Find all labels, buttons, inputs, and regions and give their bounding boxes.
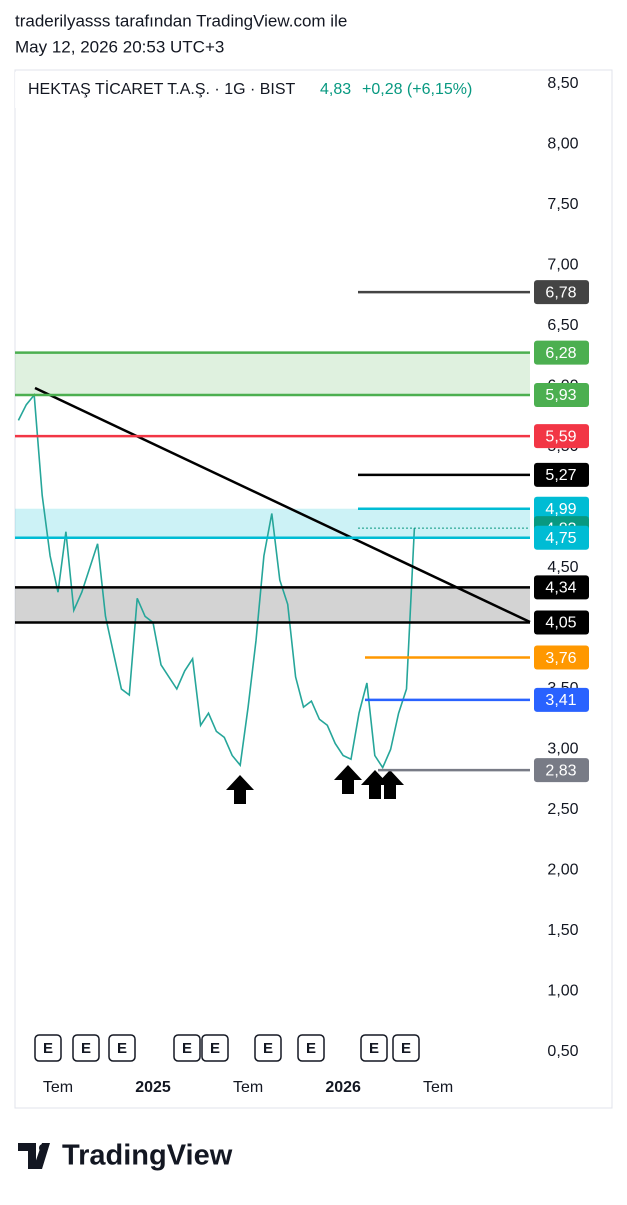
chart-frame	[14, 69, 613, 1109]
earnings-label: E	[43, 1040, 53, 1057]
earnings-label: E	[210, 1040, 220, 1057]
earnings-label: E	[306, 1040, 316, 1057]
earnings-box	[34, 1034, 62, 1062]
brand: TradingView	[62, 1140, 233, 1172]
earnings-box	[297, 1034, 325, 1062]
level-label-bg	[534, 280, 589, 305]
trend-line	[34, 386, 531, 624]
level-label-bg	[534, 340, 589, 365]
x-tick-label: Tem	[423, 1079, 453, 1096]
y-tick-label: 0,50	[547, 1043, 578, 1060]
level-label-bg	[534, 645, 589, 670]
x-tick-label: 2026	[325, 1079, 361, 1096]
earnings-box	[173, 1034, 201, 1062]
last-price: 4,83	[320, 81, 351, 98]
earnings-box	[392, 1034, 420, 1062]
level-label-bg	[534, 424, 589, 449]
earnings-box	[201, 1034, 229, 1062]
y-tick-label: 2,00	[547, 862, 578, 879]
level-label: 5,59	[545, 428, 576, 445]
x-tick-label: 2025	[135, 1079, 171, 1096]
earnings-label: E	[81, 1040, 91, 1057]
logo-dot	[39, 1144, 47, 1152]
arrow	[361, 770, 389, 799]
x-tick-label: Tem	[233, 1079, 263, 1096]
zone	[15, 352, 530, 395]
level-label-bg	[534, 575, 589, 600]
arrows	[226, 765, 404, 804]
level-label: 4,99	[545, 501, 576, 518]
level-label-bg	[534, 610, 589, 635]
level-label: 4,05	[545, 615, 576, 632]
y-tick-label: 4,50	[547, 559, 578, 576]
y-tick-label: 8,50	[547, 75, 578, 92]
level-label-bg	[534, 382, 589, 407]
y-tick-label: 7,00	[547, 257, 578, 274]
level-label-bg	[534, 496, 589, 521]
earnings-box	[72, 1034, 100, 1062]
earnings-label: E	[263, 1040, 273, 1057]
level-label: 5,27	[545, 467, 576, 484]
earnings-box	[108, 1034, 136, 1062]
level-label: 2,83	[545, 762, 576, 779]
y-tick-label: 2,50	[547, 801, 578, 818]
earnings-label: E	[182, 1040, 192, 1057]
timestamp: May 12, 2026 20:53 UTC+3	[15, 37, 224, 56]
price-change: +0,28 (+6,15%)	[362, 81, 472, 98]
level-label-bg	[534, 525, 589, 550]
time-axis: Tem 2025 Tem 2026 Tem	[43, 1079, 453, 1096]
level-label-bg	[534, 462, 589, 487]
plot	[15, 352, 530, 770]
level-label: 6,28	[545, 345, 576, 362]
level-label: 3,41	[545, 692, 576, 709]
y-tick-label: 8,00	[547, 136, 578, 153]
logo: TradingView	[18, 1140, 233, 1172]
arrow	[226, 775, 254, 804]
earnings-label: E	[401, 1040, 411, 1057]
arrow	[376, 770, 404, 799]
earnings-label: E	[117, 1040, 127, 1057]
earnings-label: E	[369, 1040, 379, 1057]
author-line: traderilyasss tarafından TradingView.com…	[15, 11, 347, 30]
title-bg	[15, 72, 495, 108]
zone	[15, 587, 530, 623]
levels: 6,786,285,935,595,274,994,834,754,344,05…	[15, 280, 589, 783]
level-label-bg	[534, 758, 589, 783]
level-label: 6,78	[545, 284, 576, 301]
level-label: 4,75	[545, 530, 576, 547]
y-tick-label: 1,50	[547, 922, 578, 939]
symbol-title: HEKTAŞ TİCARET T.A.Ş. · 1G · BIST	[28, 79, 296, 98]
y-tick-label: 6,50	[547, 317, 578, 334]
price-line	[17, 392, 416, 770]
arrow	[334, 765, 362, 794]
earnings-box	[254, 1034, 282, 1062]
level-label: 4,34	[545, 580, 576, 597]
earnings-box	[360, 1034, 388, 1062]
level-label-bg	[534, 687, 589, 712]
y-tick-label: 7,50	[547, 196, 578, 213]
x-tick-label: Tem	[43, 1079, 73, 1096]
y-tick-label: 3,00	[547, 741, 578, 758]
level-label: 3,76	[545, 650, 576, 667]
level-label: 5,93	[545, 387, 576, 404]
y-tick-label: 1,00	[547, 983, 578, 1000]
